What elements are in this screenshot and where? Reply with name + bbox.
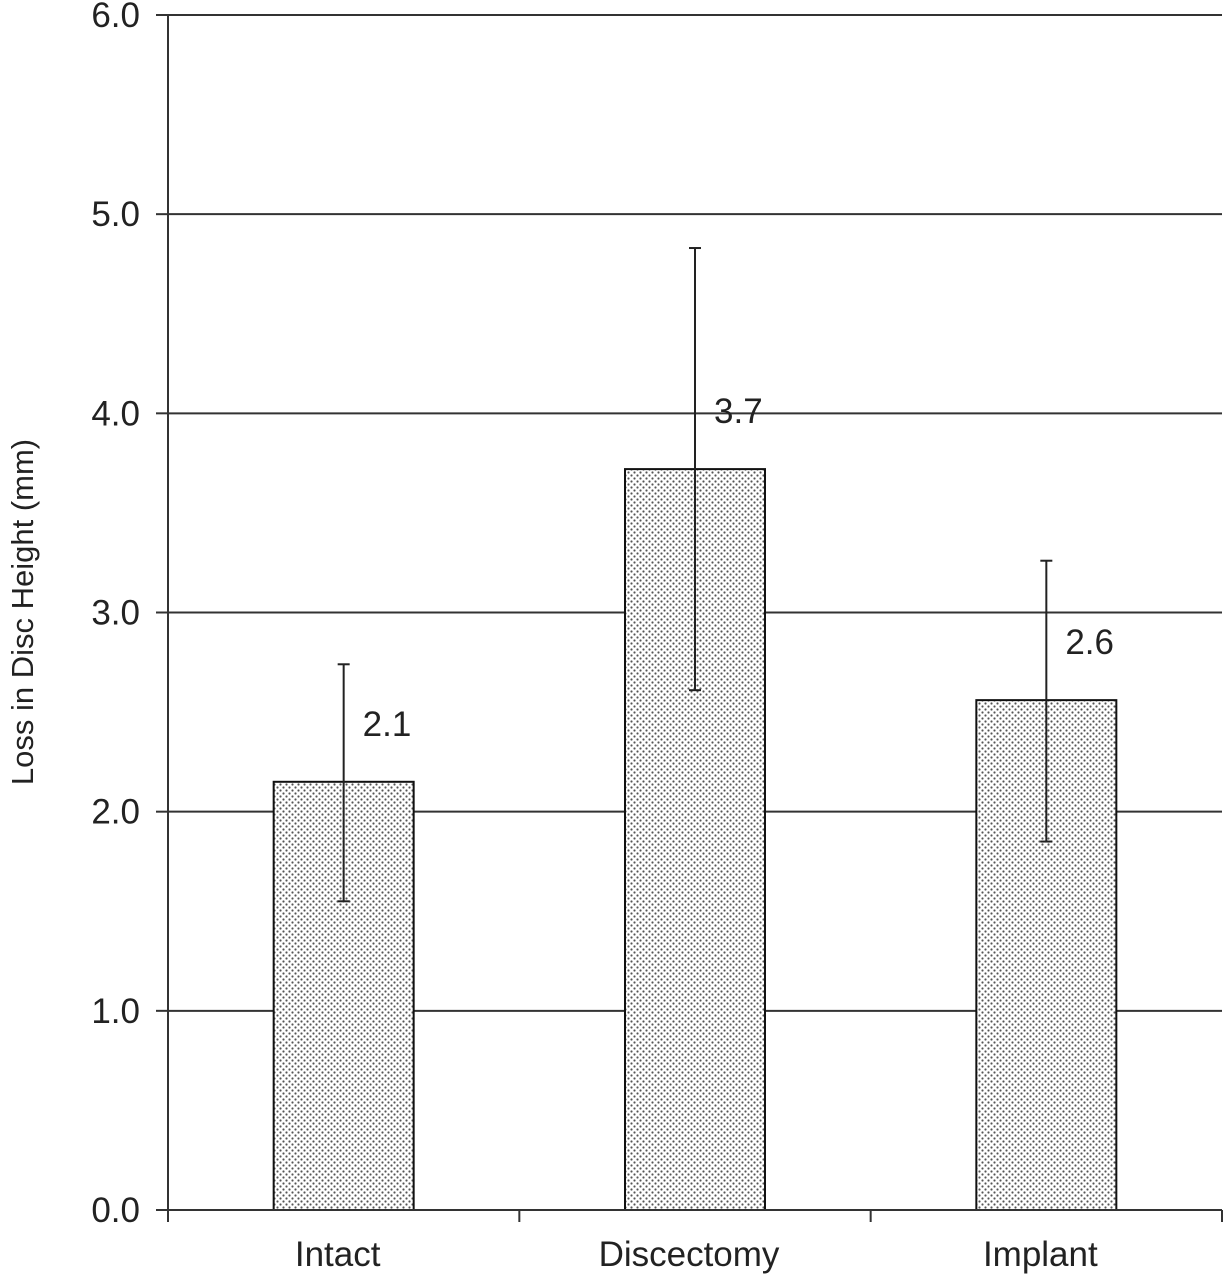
x-tick-label-implant: Implant <box>983 1235 1098 1274</box>
y-axis-title: Loss in Disc Height (mm) <box>5 439 40 785</box>
bars <box>272 468 1118 1212</box>
y-tick-label: 0.0 <box>91 1191 140 1230</box>
y-tick-label: 6.0 <box>91 0 140 35</box>
y-tick-label: 4.0 <box>91 394 140 433</box>
y-tick-label: 3.0 <box>91 594 140 633</box>
data-label-discectomy: 3.7 <box>714 392 763 431</box>
labels: 0.0 1.0 2.0 3.0 4.0 5.0 6.0 2.1 Intact 3.7 Discect… <box>91 0 1114 1274</box>
data-label-implant: 2.6 <box>1065 623 1114 662</box>
y-tick-label: 2.0 <box>91 793 140 832</box>
error-bars <box>337 247 1053 903</box>
axes <box>156 14 1223 1222</box>
y-tick-label: 1.0 <box>91 992 140 1031</box>
y-tick-label: 5.0 <box>91 195 140 234</box>
x-tick-label-intact: Intact <box>295 1235 381 1274</box>
x-tick-label-discectomy: Discectomy <box>599 1235 780 1274</box>
data-label-intact: 2.1 <box>363 705 412 744</box>
